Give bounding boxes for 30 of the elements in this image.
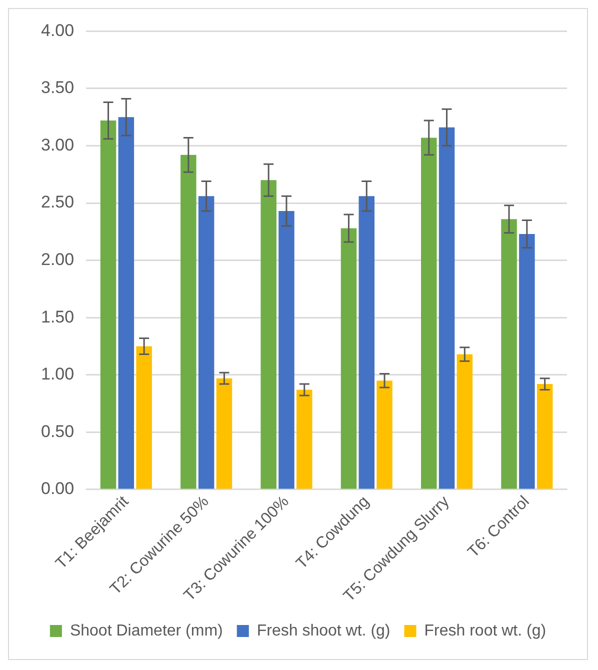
bar xyxy=(340,228,357,489)
bar xyxy=(100,120,116,489)
bar xyxy=(420,138,437,489)
bar xyxy=(456,354,473,489)
bar xyxy=(519,234,535,489)
y-tick-label: 4.00 xyxy=(40,20,74,40)
bar xyxy=(376,380,392,489)
legend-label: Fresh shoot wt. (g) xyxy=(256,622,390,640)
legend-label: Fresh root wt. (g) xyxy=(424,622,546,640)
bar xyxy=(358,196,374,489)
bar xyxy=(216,378,232,489)
y-tick-label: 1.50 xyxy=(40,307,74,326)
bar xyxy=(296,390,312,489)
y-tick-label: 0.00 xyxy=(40,479,74,498)
bar xyxy=(278,211,294,489)
bar xyxy=(501,219,517,489)
y-tick-label: 1.00 xyxy=(40,364,74,384)
bar xyxy=(118,117,134,489)
bar xyxy=(136,346,152,489)
y-tick-label: 3.50 xyxy=(40,78,74,98)
bar xyxy=(198,196,214,489)
y-tick-label: 0.50 xyxy=(40,422,74,441)
y-tick-label: 2.50 xyxy=(40,192,74,212)
y-tick-label: 2.00 xyxy=(40,250,74,270)
bar xyxy=(180,154,196,489)
bar xyxy=(536,384,553,489)
y-tick-label: 3.00 xyxy=(40,135,74,154)
bar xyxy=(438,127,455,489)
legend-label: Shoot Diameter (mm) xyxy=(70,622,223,640)
bar xyxy=(260,180,276,489)
